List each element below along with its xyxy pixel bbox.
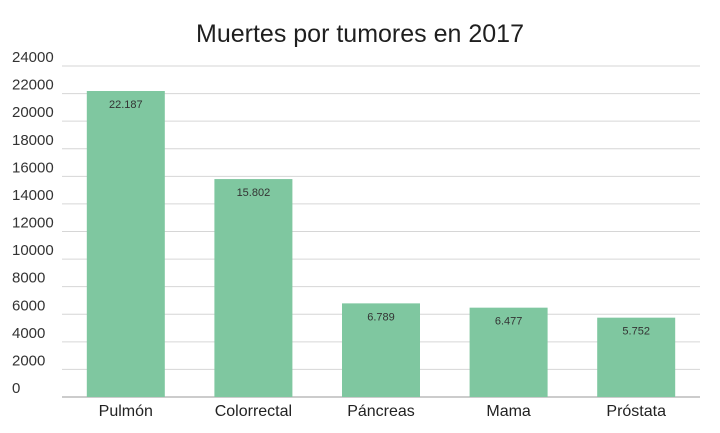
bar [214, 179, 293, 397]
bar [469, 307, 548, 397]
y-tick-label: 0 [12, 380, 20, 397]
y-tick-label: 4000 [12, 325, 45, 342]
data-label: 15.802 [237, 187, 271, 199]
bars [86, 91, 676, 397]
y-tick-label: 14000 [12, 187, 54, 204]
y-tick-label: 2000 [12, 352, 45, 369]
x-tick-label: Próstata [606, 403, 666, 420]
data-label: 6.789 [367, 311, 395, 323]
y-tick-label: 16000 [12, 159, 54, 176]
y-tick-label: 24000 [12, 49, 54, 66]
bar [342, 303, 420, 397]
y-tick-label: 8000 [12, 270, 45, 287]
data-label: 6.477 [495, 316, 523, 328]
x-tick-label: Colorrectal [215, 403, 292, 420]
bar [86, 91, 165, 397]
x-tick-label: Páncreas [347, 403, 415, 420]
x-axis-labels: Pulmón Colorrectal Páncreas Mama Próstata [99, 403, 666, 420]
y-tick-label: 12000 [12, 215, 54, 232]
data-label: 22.187 [109, 99, 143, 111]
data-labels: 22.187 15.802 6.789 6.477 5.752 [109, 99, 650, 338]
data-label: 5.752 [622, 326, 650, 338]
y-axis-ticks: 0 2000 4000 6000 8000 10000 12000 14000 16000 180… [12, 49, 54, 397]
y-tick-label: 20000 [12, 104, 54, 121]
y-tick-label: 22000 [12, 77, 54, 94]
y-tick-label: 18000 [12, 132, 54, 149]
x-tick-label: Mama [486, 403, 531, 420]
x-tick-label: Pulmón [99, 403, 153, 420]
y-tick-label: 6000 [12, 297, 45, 314]
chart-title: Muertes por tumores en 2017 [196, 20, 524, 48]
y-tick-label: 10000 [12, 242, 54, 259]
bar [597, 317, 676, 397]
